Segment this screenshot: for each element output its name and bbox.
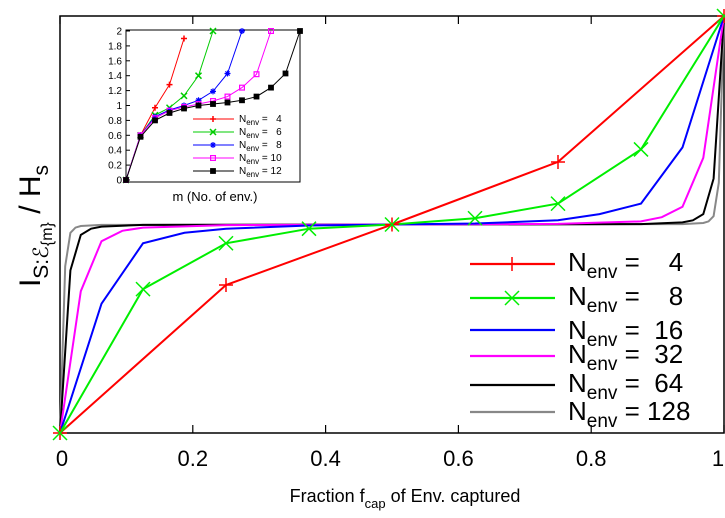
main-series-group [52,8,725,441]
inset-data-point [166,106,173,113]
inset-legend-marker [210,168,216,174]
inset-data-point [195,97,202,104]
inset-legend-marker [210,116,216,122]
inset-data-point [224,70,231,77]
inset-data-point [210,101,216,107]
inset-legend-marker [210,142,216,148]
main-legend: Nenv = 4 Nenv = 8 Nenv = 16 Nenv = 32 Ne… [470,247,690,432]
main-data-point [551,154,565,169]
inset-y-tick-label: 2 [116,27,122,38]
inset-data-point [194,72,203,80]
main-data-point [218,235,234,251]
main-legend-marker [505,257,519,271]
inset-y-tick-label: 1.6 [108,56,122,67]
inset-data-point [180,92,188,100]
inset-data-point [239,28,245,34]
inset-y-tick-label: 1.2 [108,86,122,97]
main-legend-label: Nenv = 8 [568,281,683,317]
inset-y-tick-label: 1 [116,101,122,112]
x-axis-label: Fraction fcap of Env. captured [290,486,521,511]
main-data-point [467,210,483,226]
inset-data-point [209,27,217,35]
inset-y-tick-label: 0.6 [108,131,122,142]
inset-legend: Nenv = 4 Nenv = 6 Nenv = 8 Nenv = 10 Nen… [193,114,282,179]
inset-data-point [152,117,158,124]
main-x-tick-label: 1 [712,446,724,471]
inset-data-point [137,133,144,140]
inset-legend-label: Nenv = 6 [239,127,282,140]
inset-data-point [253,71,260,78]
main-data-point [633,141,649,157]
inset-data-point [224,99,231,106]
inset-data-point [181,35,187,42]
inset-data-point [123,177,129,183]
inset-data-point [239,97,245,104]
main-legend-label: Nenv = 128 [568,396,690,432]
inset-x-axis-label: m (No. of env.) [172,189,257,204]
inset-y-tick-label: 1.4 [108,71,122,82]
inset-data-point [253,93,260,100]
inset-data-point [166,81,173,88]
main-data-point [550,196,566,212]
main-x-tick-label: 0.4 [310,446,341,471]
main-x-tick-labels: 0 0.2 0.4 0.6 0.8 1 [56,446,724,471]
main-x-tick-label: 0.8 [576,446,607,471]
inset-data-point [268,84,274,91]
inset-legend-marker [209,128,217,136]
main-plot: 0 0.2 0.4 0.6 0.8 1 Fraction fcap of Env… [14,8,725,511]
inset-data-point [166,110,173,116]
main-legend-label: Nenv = 16 [568,315,683,351]
inset-plot: 0 0.2 0.4 0.6 0.8 1 1.2 1.4 1.6 1.8 2 m … [108,27,303,204]
main-data-point [135,281,151,297]
y-axis-label: IS:ℰ{m} / Hs [14,165,56,287]
inset-data-point [297,28,303,34]
inset-y-tick-label: 0.4 [108,146,122,157]
inset-data-point [181,102,187,109]
inset-data-point [268,28,275,35]
inset-data-point [152,113,158,120]
main-legend-label: Nenv = 64 [568,368,683,404]
inset-y-tick-label: 0 [116,176,122,187]
inset-y-tick-labels: 0 0.2 0.4 0.6 0.8 1 1.2 1.4 1.6 1.8 2 [108,27,122,187]
main-data-point [716,8,725,24]
inset-y-tick-label: 1.8 [108,41,122,52]
main-data-point [384,216,400,233]
inset-legend-label: Nenv = 12 [239,166,282,179]
main-plot-frame [59,15,725,434]
main-legend-label: Nenv = 4 [568,247,683,283]
inset-data-point [239,84,246,91]
main-x-tick-label: 0 [56,446,68,471]
inset-legend-marker [210,155,217,162]
inset-legend-label: Nenv = 4 [239,114,282,127]
inset-data-point [210,88,216,95]
inset-y-tick-label: 0.2 [108,161,122,172]
main-data-point [301,221,317,237]
inset-data-point [282,70,289,77]
inset-y-tick-label: 0.8 [108,116,122,127]
inset-data-point [224,93,231,100]
inset-data-point [195,102,202,109]
main-data-point [219,277,233,292]
main-x-tick-label: 0.6 [443,446,474,471]
main-data-point [52,425,68,441]
inset-legend-label: Nenv = 10 [239,153,282,166]
inset-data-point [181,105,187,112]
inset-series-group [122,27,303,184]
inset-legend-samples [193,116,234,174]
inset-data-point [152,104,158,111]
main-legend-marker [504,290,520,306]
main-legend-samples [470,257,555,414]
main-x-tick-label: 0.2 [178,446,209,471]
inset-legend-label: Nenv = 8 [239,140,282,153]
main-legend-label: Nenv = 32 [568,339,683,375]
